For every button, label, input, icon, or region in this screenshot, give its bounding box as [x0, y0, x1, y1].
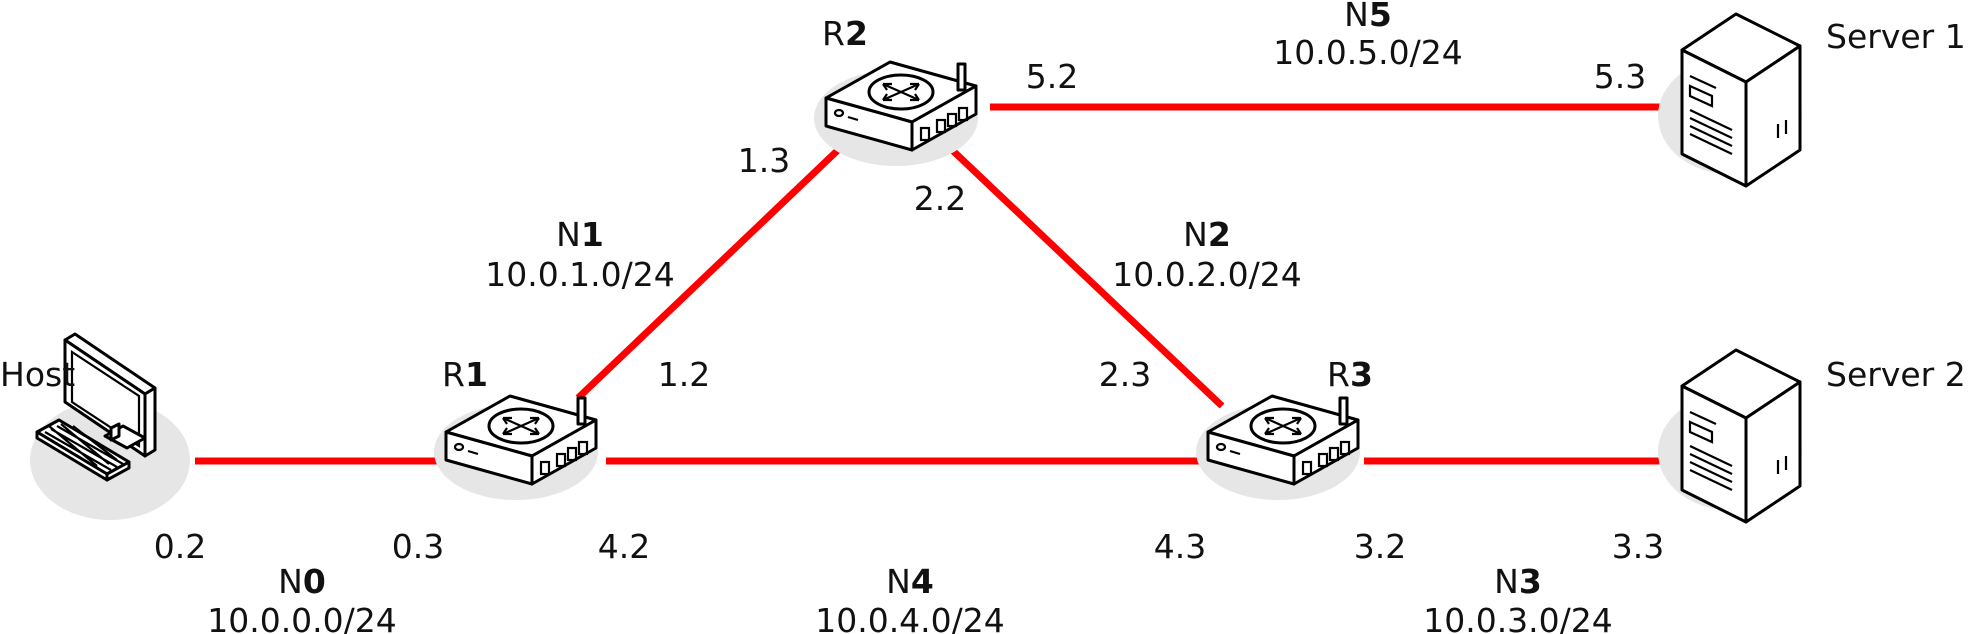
router-r2-label: R2: [822, 14, 868, 53]
network-n3-prefix: N: [1494, 562, 1519, 601]
network-n3-subnet: 10.0.3.0/24: [1423, 601, 1613, 634]
network-n0-name: N0: [278, 562, 326, 601]
network-n2-name: N2: [1183, 215, 1231, 254]
router-r1-number: 1: [465, 355, 488, 394]
address-r3-n4: 4.3: [1154, 527, 1206, 566]
router-r3-prefix: R: [1327, 355, 1350, 394]
network-n3-number: 3: [1519, 562, 1542, 601]
link-n2: [947, 145, 1225, 409]
router-r3-number: 3: [1350, 355, 1373, 394]
address-r2-n2: 2.2: [914, 179, 966, 218]
network-n3-name: N3: [1494, 562, 1542, 601]
address-server2-n3: 3.3: [1612, 527, 1664, 566]
network-n0-subnet: 10.0.0.0/24: [207, 601, 397, 634]
router-r1-prefix: R: [442, 355, 465, 394]
network-n5-name: N5: [1344, 0, 1392, 34]
router-icon: [1194, 394, 1362, 502]
address-r2-n1: 1.3: [738, 141, 790, 180]
server-2[interactable]: [1656, 348, 1804, 524]
router-r1[interactable]: [432, 394, 600, 502]
network-n5-number: 5: [1369, 0, 1392, 34]
address-server1-n5: 5.3: [1594, 57, 1646, 96]
address-r1-n4: 4.2: [598, 527, 650, 566]
network-n2-prefix: N: [1183, 215, 1208, 254]
router-r2-prefix: R: [822, 14, 845, 53]
address-host-n0: 0.2: [154, 527, 206, 566]
link-n1: [575, 147, 841, 401]
network-n4-name: N4: [886, 562, 934, 601]
server-2-label: Server 2: [1826, 355, 1966, 394]
address-r1-n0: 0.3: [392, 527, 444, 566]
network-n1-prefix: N: [556, 215, 581, 254]
network-n1-subnet: 10.0.1.0/24: [485, 255, 675, 294]
tower-server-icon: [1656, 348, 1804, 524]
address-r2-n5: 5.2: [1026, 57, 1078, 96]
network-n1-number: 1: [581, 215, 604, 254]
address-r3-n2: 2.3: [1099, 355, 1151, 394]
network-n5-prefix: N: [1344, 0, 1369, 34]
address-r1-n1: 1.2: [658, 355, 710, 394]
router-r2[interactable]: [812, 60, 980, 168]
network-n4-number: 4: [911, 562, 934, 601]
tower-server-icon: [1656, 12, 1804, 188]
address-r3-n3: 3.2: [1354, 527, 1406, 566]
server-1-label: Server 1: [1826, 17, 1966, 56]
server-1[interactable]: [1656, 12, 1804, 188]
router-icon: [432, 394, 600, 502]
network-n5-subnet: 10.0.5.0/24: [1273, 33, 1463, 72]
network-n2-subnet: 10.0.2.0/24: [1112, 255, 1302, 294]
network-n4-prefix: N: [886, 562, 911, 601]
router-r3[interactable]: [1194, 394, 1362, 502]
network-n2-number: 2: [1208, 215, 1231, 254]
network-n0-prefix: N: [278, 562, 303, 601]
network-n4-subnet: 10.0.4.0/24: [815, 601, 1005, 634]
links: [195, 103, 1677, 465]
host-label: Host: [0, 355, 75, 394]
router-r3-label: R3: [1327, 355, 1373, 394]
router-r1-label: R1: [442, 355, 488, 394]
router-r2-number: 2: [845, 14, 868, 53]
network-n1-name: N1: [556, 215, 604, 254]
network-n0-number: 0: [303, 562, 326, 601]
router-icon: [812, 60, 980, 168]
